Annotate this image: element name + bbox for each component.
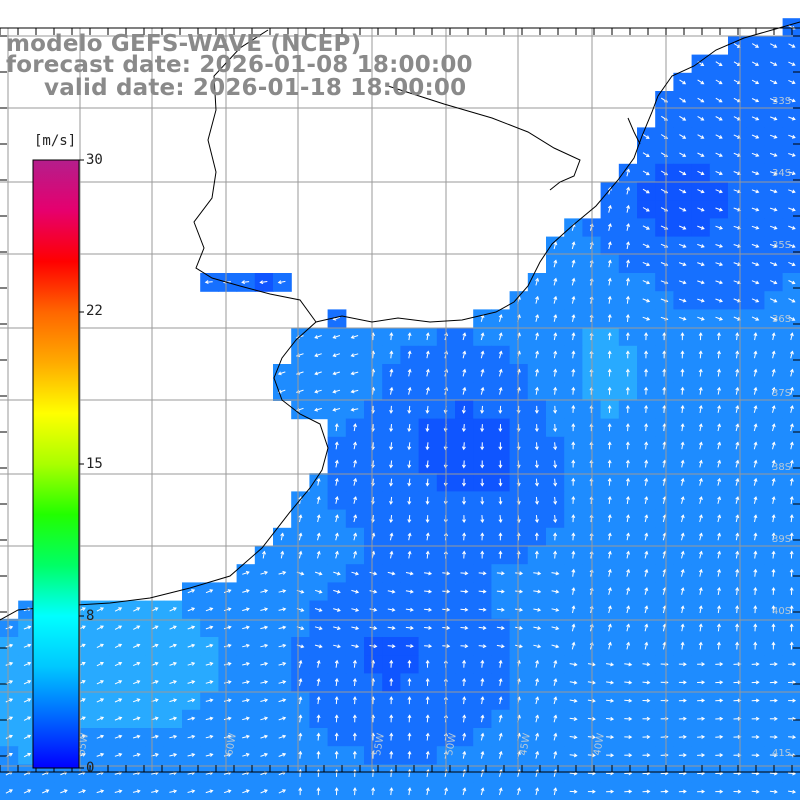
wind-speed-cell [0, 728, 19, 747]
latitude-label: 40S [772, 606, 791, 617]
wind-speed-cell [255, 728, 274, 747]
colorbar [33, 160, 79, 768]
wind-speed-cell [0, 710, 19, 729]
wind-speed-cell [146, 692, 165, 711]
wind-speed-cell [0, 655, 19, 674]
wind-speed-cell [182, 637, 201, 656]
wind-speed-cell [273, 746, 292, 765]
wind-speed-cell [109, 655, 128, 674]
wind-speed-cell [0, 692, 19, 711]
latitude-label: 39S [772, 534, 791, 545]
latitude-label: 35S [772, 240, 791, 251]
wind-speed-cell [200, 582, 219, 601]
colorbar-tick-label: 15 [86, 457, 103, 471]
wind-speed-cell [218, 601, 237, 620]
colorbar-tick-label: 30 [86, 153, 103, 167]
colorbar-unit: [m/s] [34, 134, 76, 148]
latitude-label: 41S [772, 748, 791, 759]
wind-speed-cell [91, 673, 110, 692]
wind-speed-cell [164, 601, 183, 620]
latitude-label: 38S [772, 462, 791, 473]
wind-speed-cell [291, 382, 310, 401]
wind-speed-cell [291, 364, 310, 383]
wind-speed-cell [109, 728, 128, 747]
wind-speed-cell [109, 637, 128, 656]
wind-speed-cell [91, 710, 110, 729]
wind-speed-cell [255, 764, 274, 783]
wind-speed-cell [273, 728, 292, 747]
latitude-label: 34S [772, 168, 791, 179]
colorbar-tick-label: 0 [86, 761, 94, 775]
wind-speed-cell [146, 601, 165, 620]
wind-speed-cell [91, 655, 110, 674]
wind-speed-cell [0, 673, 19, 692]
colorbar-tick-label: 22 [86, 304, 103, 318]
wind-speed-cell [127, 692, 146, 711]
wind-speed-cell [109, 746, 128, 765]
wind-speed-cell [237, 564, 256, 583]
wind-speed-cell [91, 728, 110, 747]
wind-speed-cell [182, 601, 201, 620]
wind-speed-cell [109, 673, 128, 692]
wind-speed-cell [309, 364, 328, 383]
wind-speed-cell [346, 328, 365, 347]
wind-speed-cell [146, 673, 165, 692]
wind-speed-cell [328, 328, 347, 347]
wind-speed-cell [109, 692, 128, 711]
wind-speed-cell [146, 637, 165, 656]
wind-speed-cell [91, 637, 110, 656]
wind-speed-cell [127, 673, 146, 692]
wind-speed-cell [109, 601, 128, 620]
wind-speed-cell [127, 601, 146, 620]
colorbar-tick-label: 8 [86, 609, 94, 623]
wind-speed-cell [127, 655, 146, 674]
latitude-label: 33S [772, 96, 791, 107]
latitude-label: 36S [772, 314, 791, 325]
wind-speed-cell [273, 764, 292, 783]
wind-speed-cell [291, 346, 310, 365]
wind-speed-cell [273, 710, 292, 729]
valid-date: valid date: 2026-01-18 18:00:00 [44, 77, 466, 100]
wind-speed-cell [0, 764, 19, 783]
wind-speed-cell [182, 619, 201, 638]
wind-speed-cell [109, 710, 128, 729]
wind-speed-cell [309, 328, 328, 347]
forecast-date: forecast date: 2026-01-08 18:00:00 [6, 54, 473, 77]
wind-speed-cell [328, 346, 347, 365]
wind-speed-cell [91, 692, 110, 711]
wind-speed-cell [127, 710, 146, 729]
wind-speed-cell [273, 382, 292, 401]
wind-speed-cell [309, 346, 328, 365]
wind-speed-cell [0, 637, 19, 656]
wind-speed-cell [200, 601, 219, 620]
wind-speed-cell [164, 637, 183, 656]
wind-speed-cell [164, 655, 183, 674]
latitude-label: 37S [772, 388, 791, 399]
wind-speed-cell [109, 619, 128, 638]
wind-speed-cell [237, 764, 256, 783]
wind-speed-cell [200, 619, 219, 638]
wind-speed-cell [146, 655, 165, 674]
wind-speed-cell [146, 619, 165, 638]
wind-speed-cell [218, 582, 237, 601]
wind-speed-cell [127, 619, 146, 638]
wind-speed-cell [127, 637, 146, 656]
wind-speed-cell [255, 746, 274, 765]
wind-speed-cell [164, 619, 183, 638]
wind-speed-cell [164, 673, 183, 692]
